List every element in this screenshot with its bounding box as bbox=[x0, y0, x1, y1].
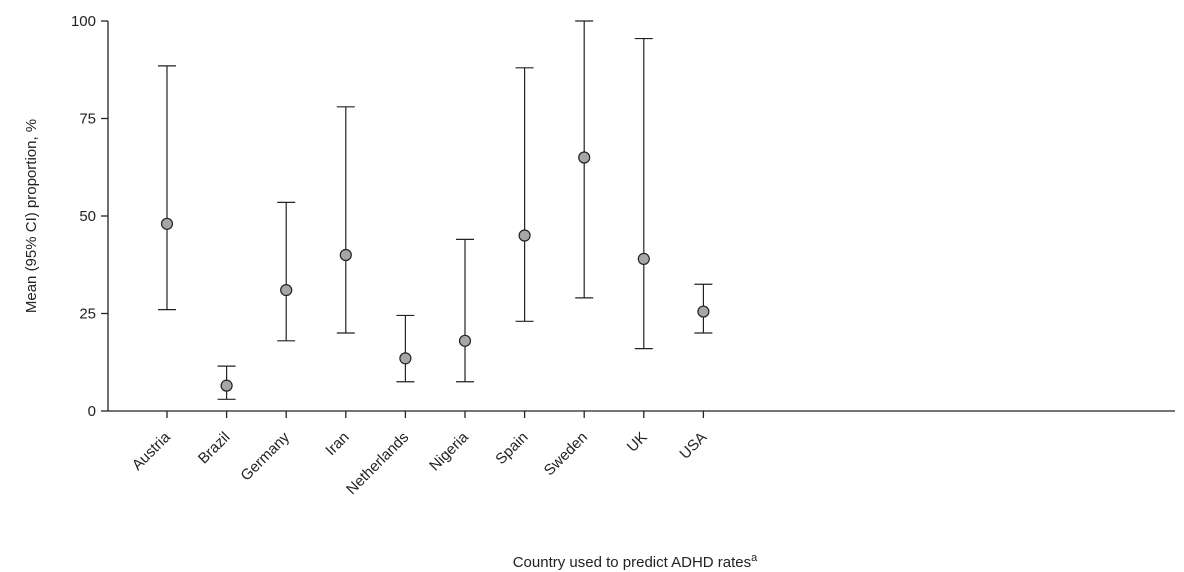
x-axis-title-text: Country used to predict ADHD rates bbox=[513, 554, 751, 571]
mean-point bbox=[697, 305, 710, 318]
data-point-group bbox=[694, 283, 713, 334]
mean-point bbox=[578, 151, 591, 164]
y-tick-label: 0 bbox=[88, 403, 96, 420]
y-tick-label: 50 bbox=[79, 208, 96, 225]
data-point-group bbox=[277, 201, 296, 342]
y-tick-label: 25 bbox=[79, 306, 96, 323]
data-point-group bbox=[217, 365, 236, 400]
x-tick-label: Austria bbox=[129, 428, 174, 473]
data-point-group bbox=[456, 238, 474, 383]
y-axis-ticks: 0 25 50 75 100 bbox=[71, 13, 108, 420]
data-point-group bbox=[158, 65, 176, 311]
data-point-group bbox=[515, 67, 534, 322]
x-tick-label: Germany bbox=[237, 428, 293, 484]
x-tick-label: Brazil bbox=[195, 429, 234, 468]
data-point-group bbox=[336, 106, 355, 334]
data-point-group bbox=[396, 314, 415, 383]
mean-point bbox=[339, 248, 352, 262]
data-marks bbox=[158, 20, 713, 400]
y-axis-title: Mean (95% CI) proportion, % bbox=[23, 119, 40, 313]
x-tick-label: Iran bbox=[322, 429, 352, 459]
mean-point bbox=[220, 379, 233, 392]
x-tick-label: Sweden bbox=[541, 429, 591, 479]
y-tick-label: 75 bbox=[79, 111, 96, 128]
y-tick-label: 100 bbox=[71, 13, 96, 30]
mean-point bbox=[637, 252, 650, 265]
mean-point bbox=[280, 284, 293, 297]
x-tick-label: Spain bbox=[492, 429, 531, 468]
mean-point bbox=[518, 229, 531, 242]
x-tick-label: Netherlands bbox=[343, 429, 412, 498]
mean-point bbox=[458, 334, 472, 347]
x-tick-label: USA bbox=[676, 429, 710, 463]
data-point-group bbox=[575, 20, 594, 299]
x-tick-label: UK bbox=[624, 429, 651, 456]
x-tick-label: Nigeria bbox=[426, 428, 472, 474]
x-axis-title-superscript: a bbox=[751, 552, 758, 564]
mean-point bbox=[399, 352, 412, 365]
data-point-group bbox=[634, 37, 653, 350]
mean-point bbox=[160, 217, 174, 230]
x-axis-title: Country used to predict ADHD ratesa bbox=[513, 552, 758, 571]
